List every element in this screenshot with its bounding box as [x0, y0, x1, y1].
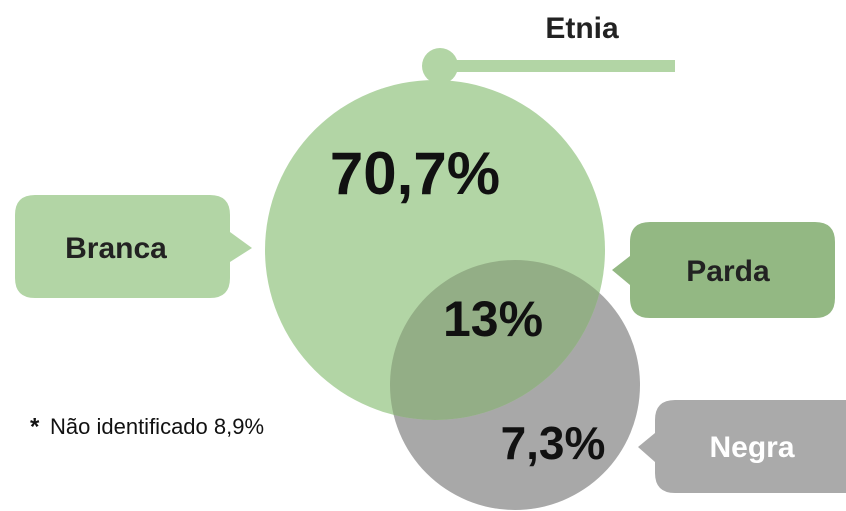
- footnote-marker: *: [30, 413, 40, 440]
- label-negra: Negra: [709, 431, 794, 464]
- overlap-parda: [390, 260, 605, 420]
- title-knob: [422, 48, 458, 84]
- label-branca: Branca: [65, 232, 167, 265]
- footnote-text: Não identificado 8,9%: [50, 414, 264, 439]
- callout-parda: [612, 222, 835, 318]
- value-parda: 13%: [443, 291, 543, 347]
- callout-negra: [638, 400, 846, 493]
- label-parda: Parda: [686, 255, 770, 288]
- title: Etnia: [545, 12, 619, 45]
- callout-branca: [15, 195, 252, 298]
- value-negra: 7,3%: [501, 417, 606, 469]
- value-branca: 70,7%: [330, 140, 500, 207]
